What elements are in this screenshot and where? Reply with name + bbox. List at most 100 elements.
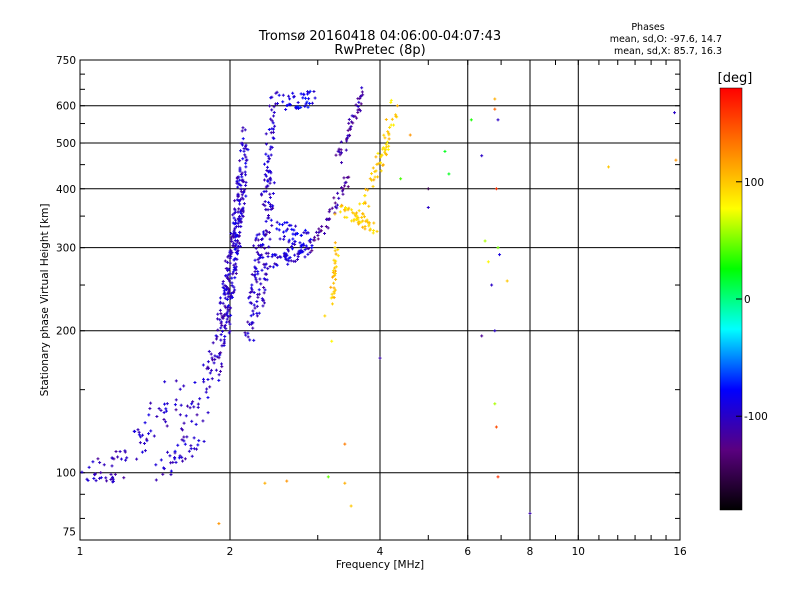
echo-point — [384, 118, 388, 122]
echo-point — [201, 363, 205, 367]
echo-point — [339, 140, 343, 144]
echo-point — [233, 288, 237, 292]
echo-point — [370, 172, 374, 176]
echo-point — [246, 331, 250, 335]
echo-point — [230, 284, 234, 288]
echo-point — [226, 269, 230, 273]
echo-point — [367, 224, 371, 228]
echo-point — [607, 165, 611, 169]
echo-point — [239, 187, 243, 191]
echo-point — [261, 243, 265, 247]
echo-point — [235, 251, 239, 255]
x-tick-label: 8 — [527, 546, 534, 558]
echo-point — [496, 246, 500, 250]
x-tick-label: 4 — [377, 546, 384, 558]
echo-point — [262, 291, 266, 295]
echo-point — [227, 289, 231, 293]
echo-point — [348, 126, 352, 130]
echo-point — [269, 153, 273, 157]
echo-point — [87, 465, 91, 469]
echo-point — [360, 215, 364, 219]
echo-point — [254, 236, 258, 240]
echo-point — [313, 238, 317, 242]
echo-point — [305, 246, 309, 250]
echo-point — [116, 455, 120, 459]
echo-point — [220, 365, 224, 369]
echo-point — [267, 127, 271, 131]
echo-point — [278, 222, 282, 226]
echo-point — [261, 237, 265, 241]
echo-point — [225, 317, 229, 321]
echo-point — [232, 241, 236, 245]
echo-point — [243, 188, 247, 192]
echo-point — [299, 245, 303, 249]
echo-point — [275, 220, 279, 224]
echo-point — [173, 403, 177, 407]
echo-point — [355, 116, 359, 120]
y-tick-label: 500 — [56, 138, 76, 150]
echo-point — [389, 98, 393, 102]
echo-point — [392, 123, 396, 127]
echo-point — [241, 208, 245, 212]
echo-point — [264, 152, 268, 156]
echo-point — [340, 204, 344, 208]
echo-point — [244, 180, 248, 184]
echo-point — [359, 102, 363, 106]
chart-subtitle: RwPretec (8p) — [334, 43, 425, 58]
echo-point — [233, 247, 237, 251]
echo-point — [218, 296, 222, 300]
echo-point — [238, 168, 242, 172]
x-tick-label: 10 — [572, 546, 585, 558]
echo-point — [292, 94, 296, 98]
echo-point — [141, 433, 145, 437]
echo-point — [273, 262, 277, 266]
echo-point — [263, 246, 267, 250]
echo-point — [238, 244, 242, 248]
echo-point — [223, 325, 227, 329]
echo-point — [291, 91, 295, 95]
echo-point — [206, 378, 210, 382]
echo-point — [179, 403, 183, 407]
y-tick-label: 300 — [56, 243, 76, 255]
echo-point — [267, 230, 271, 234]
echo-point — [159, 408, 163, 412]
echo-point — [208, 371, 212, 375]
echo-point — [390, 117, 394, 121]
echo-point — [104, 476, 108, 480]
echo-point — [208, 385, 212, 389]
echo-point — [224, 306, 228, 310]
echo-point — [185, 404, 189, 408]
echo-point — [312, 90, 316, 94]
echo-point — [195, 413, 199, 417]
echo-point — [372, 221, 376, 225]
echo-point — [343, 181, 347, 185]
echo-point — [345, 207, 349, 211]
echo-point — [281, 230, 285, 234]
echo-point — [234, 265, 238, 269]
echo-point — [228, 322, 232, 326]
echo-point — [259, 282, 263, 286]
echo-point — [287, 249, 291, 253]
echo-point — [256, 238, 260, 242]
echo-point — [233, 226, 237, 230]
echo-point — [347, 206, 351, 210]
echo-point — [317, 230, 321, 234]
echo-point — [244, 183, 248, 187]
echo-point — [232, 268, 236, 272]
echo-point — [248, 291, 252, 295]
echo-point — [139, 435, 143, 439]
echo-point — [374, 169, 378, 173]
echo-point — [253, 258, 257, 262]
echo-point — [395, 104, 399, 108]
echo-point — [254, 238, 258, 242]
echo-point — [226, 260, 230, 264]
echo-point — [262, 178, 266, 182]
echo-point — [271, 204, 275, 208]
echo-point — [238, 241, 242, 245]
colorbar-tick-label: 0 — [744, 294, 751, 306]
echo-point — [336, 248, 340, 252]
echo-point — [282, 237, 286, 241]
echo-point — [253, 270, 257, 274]
echo-point — [264, 132, 268, 136]
